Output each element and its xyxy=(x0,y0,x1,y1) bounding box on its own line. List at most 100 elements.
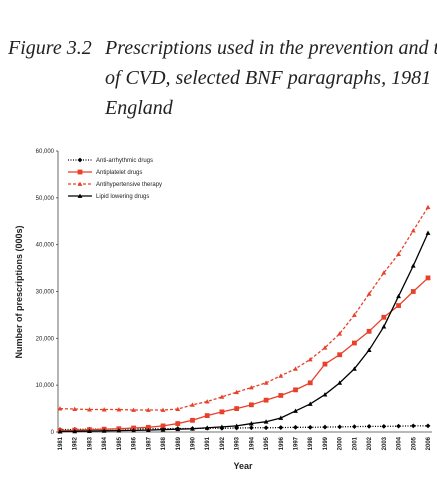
marker xyxy=(425,275,431,281)
marker xyxy=(322,392,328,397)
series-line xyxy=(59,206,429,411)
marker xyxy=(175,426,181,432)
x-tick-label: 1994 xyxy=(249,436,255,450)
marker xyxy=(352,424,357,430)
marker xyxy=(72,428,78,434)
marker xyxy=(219,394,225,399)
figure-label: Figure 3.2 xyxy=(7,37,92,59)
y-tick-label: 20,000 xyxy=(36,336,55,342)
legend-marker xyxy=(77,193,83,198)
legend-label: Lipid lowering drugs xyxy=(96,194,149,200)
marker xyxy=(116,428,122,433)
marker xyxy=(204,425,210,430)
marker xyxy=(337,424,343,430)
marker xyxy=(396,293,401,299)
title-line: of CVD, selected BNF paragraphs, 1981 to… xyxy=(105,67,437,89)
marker xyxy=(322,361,328,367)
marker xyxy=(190,402,195,407)
marker xyxy=(352,312,357,317)
marker xyxy=(160,427,166,432)
marker xyxy=(381,423,387,429)
marker xyxy=(307,380,313,386)
marker xyxy=(248,402,254,408)
series-line xyxy=(59,277,429,432)
marker xyxy=(175,406,181,411)
marker xyxy=(57,429,63,434)
marker xyxy=(366,291,372,296)
y-tick-label: 30,000 xyxy=(36,290,55,296)
marker xyxy=(396,251,401,256)
marker xyxy=(425,230,431,235)
marker xyxy=(337,380,343,385)
marker xyxy=(337,352,343,358)
marker xyxy=(234,389,240,395)
marker xyxy=(263,380,269,385)
marker xyxy=(322,424,328,430)
marker xyxy=(234,406,240,411)
marker xyxy=(116,407,122,412)
marker xyxy=(307,424,313,430)
marker xyxy=(72,406,78,411)
title-line: Prescriptions used in the prevention and… xyxy=(104,37,437,59)
marker xyxy=(145,424,151,430)
x-tick-label: 1990 xyxy=(190,436,196,450)
marker xyxy=(278,393,284,398)
marker xyxy=(219,409,225,415)
x-tick-label: 2001 xyxy=(352,436,358,450)
marker xyxy=(410,289,416,294)
marker xyxy=(160,407,166,412)
marker xyxy=(87,407,92,412)
marker xyxy=(410,228,416,233)
x-tick-label: 2005 xyxy=(411,436,417,450)
marker xyxy=(425,204,431,210)
marker xyxy=(219,424,225,429)
x-tick-label: 1999 xyxy=(323,436,329,450)
legend-marker xyxy=(77,157,83,163)
marker xyxy=(293,387,298,393)
legend-marker xyxy=(77,169,83,175)
legend-label: Antiplatelet drugs xyxy=(96,170,142,176)
x-tick-label: 1997 xyxy=(294,436,300,450)
x-tick-label: 2000 xyxy=(338,436,344,450)
marker xyxy=(366,347,372,352)
y-tick-label: 40,000 xyxy=(36,243,55,249)
x-tick-label: 1992 xyxy=(220,436,226,450)
marker xyxy=(337,331,343,336)
marker xyxy=(190,426,195,431)
marker xyxy=(352,340,357,346)
marker xyxy=(57,406,63,411)
marker xyxy=(145,427,151,433)
x-tick-label: 1998 xyxy=(308,436,314,450)
x-tick-label: 1986 xyxy=(132,436,138,450)
marker xyxy=(234,425,240,431)
marker xyxy=(293,424,298,430)
x-tick-label: 1988 xyxy=(161,436,167,450)
y-tick-label: 50,000 xyxy=(36,196,55,202)
marker xyxy=(278,425,284,430)
y-tick-label: 10,000 xyxy=(36,383,55,389)
marker xyxy=(263,397,269,403)
legend-marker xyxy=(77,181,83,186)
marker xyxy=(307,401,313,406)
marker xyxy=(381,270,387,275)
marker xyxy=(278,415,284,420)
title-line: England xyxy=(104,97,174,119)
x-tick-label: 1984 xyxy=(102,436,108,450)
x-tick-label: 1993 xyxy=(235,436,241,450)
x-tick-label: 1982 xyxy=(73,436,79,450)
marker xyxy=(263,419,269,424)
legend-label: Anti-arrhythmic drugs xyxy=(96,158,153,164)
x-tick-label: 1991 xyxy=(205,436,211,450)
marker xyxy=(410,423,416,429)
marker xyxy=(248,421,254,426)
marker xyxy=(322,345,328,350)
x-tick-label: 1996 xyxy=(279,436,285,450)
marker xyxy=(352,366,357,371)
marker xyxy=(234,423,240,428)
marker xyxy=(101,407,107,412)
x-tick-label: 1985 xyxy=(117,436,123,450)
marker xyxy=(248,385,254,390)
marker xyxy=(131,427,136,433)
y-tick-label: 60,000 xyxy=(36,149,55,155)
marker xyxy=(204,413,210,419)
